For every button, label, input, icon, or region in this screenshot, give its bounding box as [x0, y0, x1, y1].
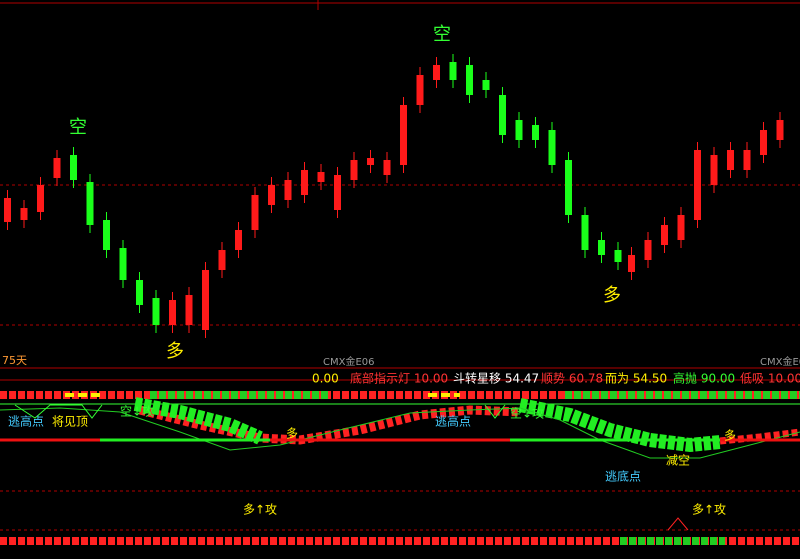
signal-label: 多 — [286, 427, 298, 441]
indicator-value: 高抛 90.00 — [673, 371, 735, 386]
signal-label: 多↑攻 — [243, 503, 277, 517]
candles — [4, 54, 784, 338]
indicator-value: 斗转星移 54.47 — [453, 371, 539, 386]
signal-label: 多↑攻 — [692, 503, 726, 517]
signal-label: 空↓攻 — [510, 407, 544, 421]
indicator-value: 低吸 10.00 — [740, 372, 800, 386]
signal-label: 空↓攻 — [120, 405, 154, 419]
signal-short: 空 — [433, 24, 451, 45]
indicator-value: 顺势 60.78 — [541, 372, 603, 386]
indicator-value: 0.00 — [312, 372, 339, 386]
frame — [0, 0, 800, 531]
lower-panel — [0, 391, 800, 545]
signal-long: 多 — [603, 285, 621, 306]
signal-short: 空 — [69, 117, 87, 138]
symbol: CMX金E06 — [760, 355, 800, 368]
symbol: CMX金E06 — [323, 355, 375, 368]
indicator-value: 而为 54.50 — [605, 372, 667, 386]
signal-label: 逃高点 — [8, 414, 44, 429]
signal-label: 将见顶 — [52, 415, 88, 429]
indicator-values: 0.00 底部指示灯 10.00 斗转星移 54.47 顺势 60.78 而为 … — [312, 371, 800, 386]
indicator-value: 底部指示灯 10.00 — [350, 371, 448, 386]
signal-label: 多 — [724, 429, 736, 443]
signal-label: 逃底点 — [605, 469, 641, 484]
signal-label: 减空 — [666, 454, 690, 468]
signal-label: 逃高点 — [435, 414, 471, 429]
signal-long: 多 — [166, 341, 184, 362]
lower-labels: 逃高点 将见顶 空↓攻 多 逃高点 空↓攻 多 减空 逃底点 多↑攻 多↑攻 — [8, 405, 736, 517]
period: 75天 — [2, 354, 27, 367]
